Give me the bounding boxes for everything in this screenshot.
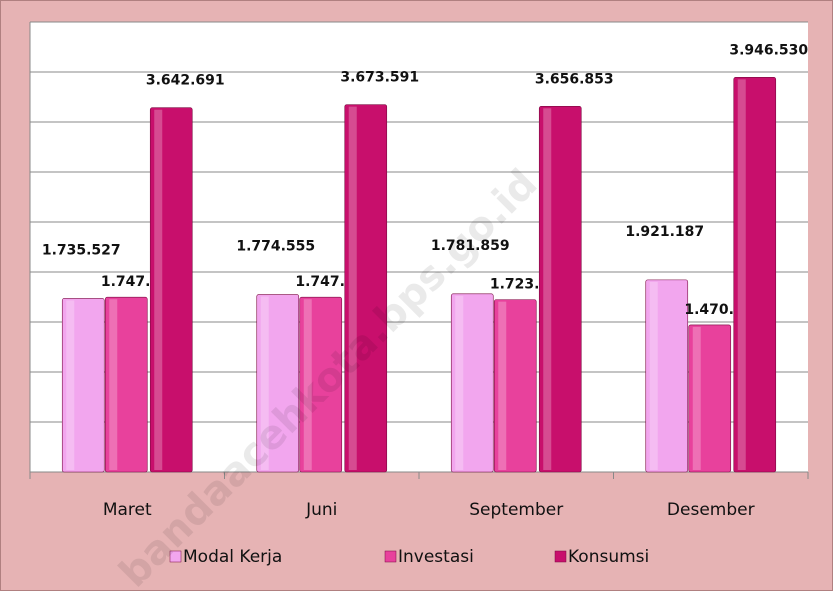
x-tick-label: September	[469, 500, 563, 520]
bar	[538, 106, 582, 473]
data-label: 1.735.527	[42, 242, 121, 258]
bar	[688, 324, 732, 473]
x-tick-label: Maret	[103, 500, 152, 520]
data-label: 3.673.591	[340, 70, 419, 86]
bar-highlight	[455, 295, 464, 470]
bar	[493, 299, 537, 473]
bar-highlight	[737, 79, 746, 471]
bar	[450, 293, 494, 473]
data-label: 1.781.859	[431, 238, 510, 254]
data-label: 3.656.853	[535, 71, 614, 87]
data-label: 3.642.691	[146, 73, 225, 89]
legend-swatch	[384, 550, 397, 563]
legend-swatch	[169, 550, 182, 563]
bar	[104, 296, 148, 473]
x-tick-label: Desember	[667, 500, 755, 520]
bar-highlight	[649, 281, 658, 470]
legend-label: Konsumsi	[568, 547, 649, 567]
bar	[149, 107, 193, 473]
bar-highlight	[109, 299, 118, 470]
bar-highlight	[154, 109, 163, 471]
bar	[344, 104, 388, 473]
legend-label: Investasi	[398, 547, 474, 567]
legend-swatch	[554, 550, 567, 563]
bar-highlight	[692, 326, 701, 470]
bar	[256, 294, 300, 473]
data-label: 3.946.530	[729, 42, 808, 58]
bar-highlight	[303, 299, 312, 470]
bar-highlight	[348, 106, 357, 470]
bar-highlight	[543, 108, 552, 470]
bar-highlight	[260, 296, 269, 470]
bar	[299, 296, 343, 473]
bar	[733, 77, 777, 473]
bar	[61, 298, 105, 473]
bar	[645, 279, 689, 473]
bar-highlight	[498, 301, 507, 470]
data-label: 1.774.555	[236, 239, 315, 255]
x-tick-label: Juni	[305, 500, 337, 520]
bar-highlight	[66, 300, 75, 470]
legend-label: Modal Kerja	[183, 547, 282, 567]
data-label: 1.921.187	[625, 224, 704, 240]
